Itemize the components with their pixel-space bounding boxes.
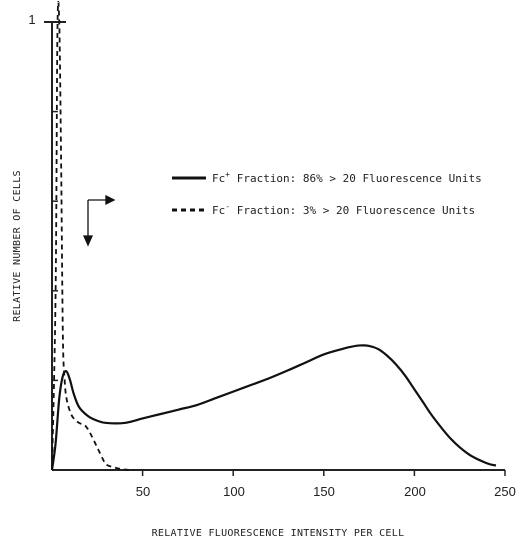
legend-fc-minus-prefix: Fc [212,204,225,217]
legend-label-fc-plus: Fc+ Fraction: 86% > 20 Fluorescence Unit… [212,170,482,185]
legend-fc-plus-suffix: Fraction: 86% > 20 Fluorescence Units [230,172,482,185]
x-ticks [141,470,506,476]
series-line-fc-plus [50,344,497,471]
x-tick-label-150: 150 [313,484,335,499]
y-ticks [52,110,58,382]
y-tick-label-1: 1 [28,12,35,27]
x-tick-label-100: 100 [223,484,245,499]
x-tick-label-200: 200 [404,484,426,499]
x-tick-label-250: 250 [494,484,516,499]
y-axis-title: RELATIVE NUMBER OF CELLS [12,170,23,322]
x-axis-title: RELATIVE FLUORESCENCE INTENSITY PER CELL [152,528,405,539]
threshold-arrow [82,194,116,247]
legend-fc-plus-sup: + [225,170,230,179]
x-tick-label-50: 50 [136,484,150,499]
legend-fc-minus-sup: - [225,202,230,211]
legend: Fc+ Fraction: 86% > 20 Fluorescence Unit… [172,170,482,217]
series-line-fc-minus [51,1,134,471]
legend-fc-minus-suffix: Fraction: 3% > 20 Fluorescence Units [230,204,475,217]
legend-label-fc-minus: Fc- Fraction: 3% > 20 Fluorescence Units [212,202,475,217]
x-tick-labels: 50 100 150 200 250 [136,484,516,499]
legend-fc-plus-prefix: Fc [212,172,225,185]
